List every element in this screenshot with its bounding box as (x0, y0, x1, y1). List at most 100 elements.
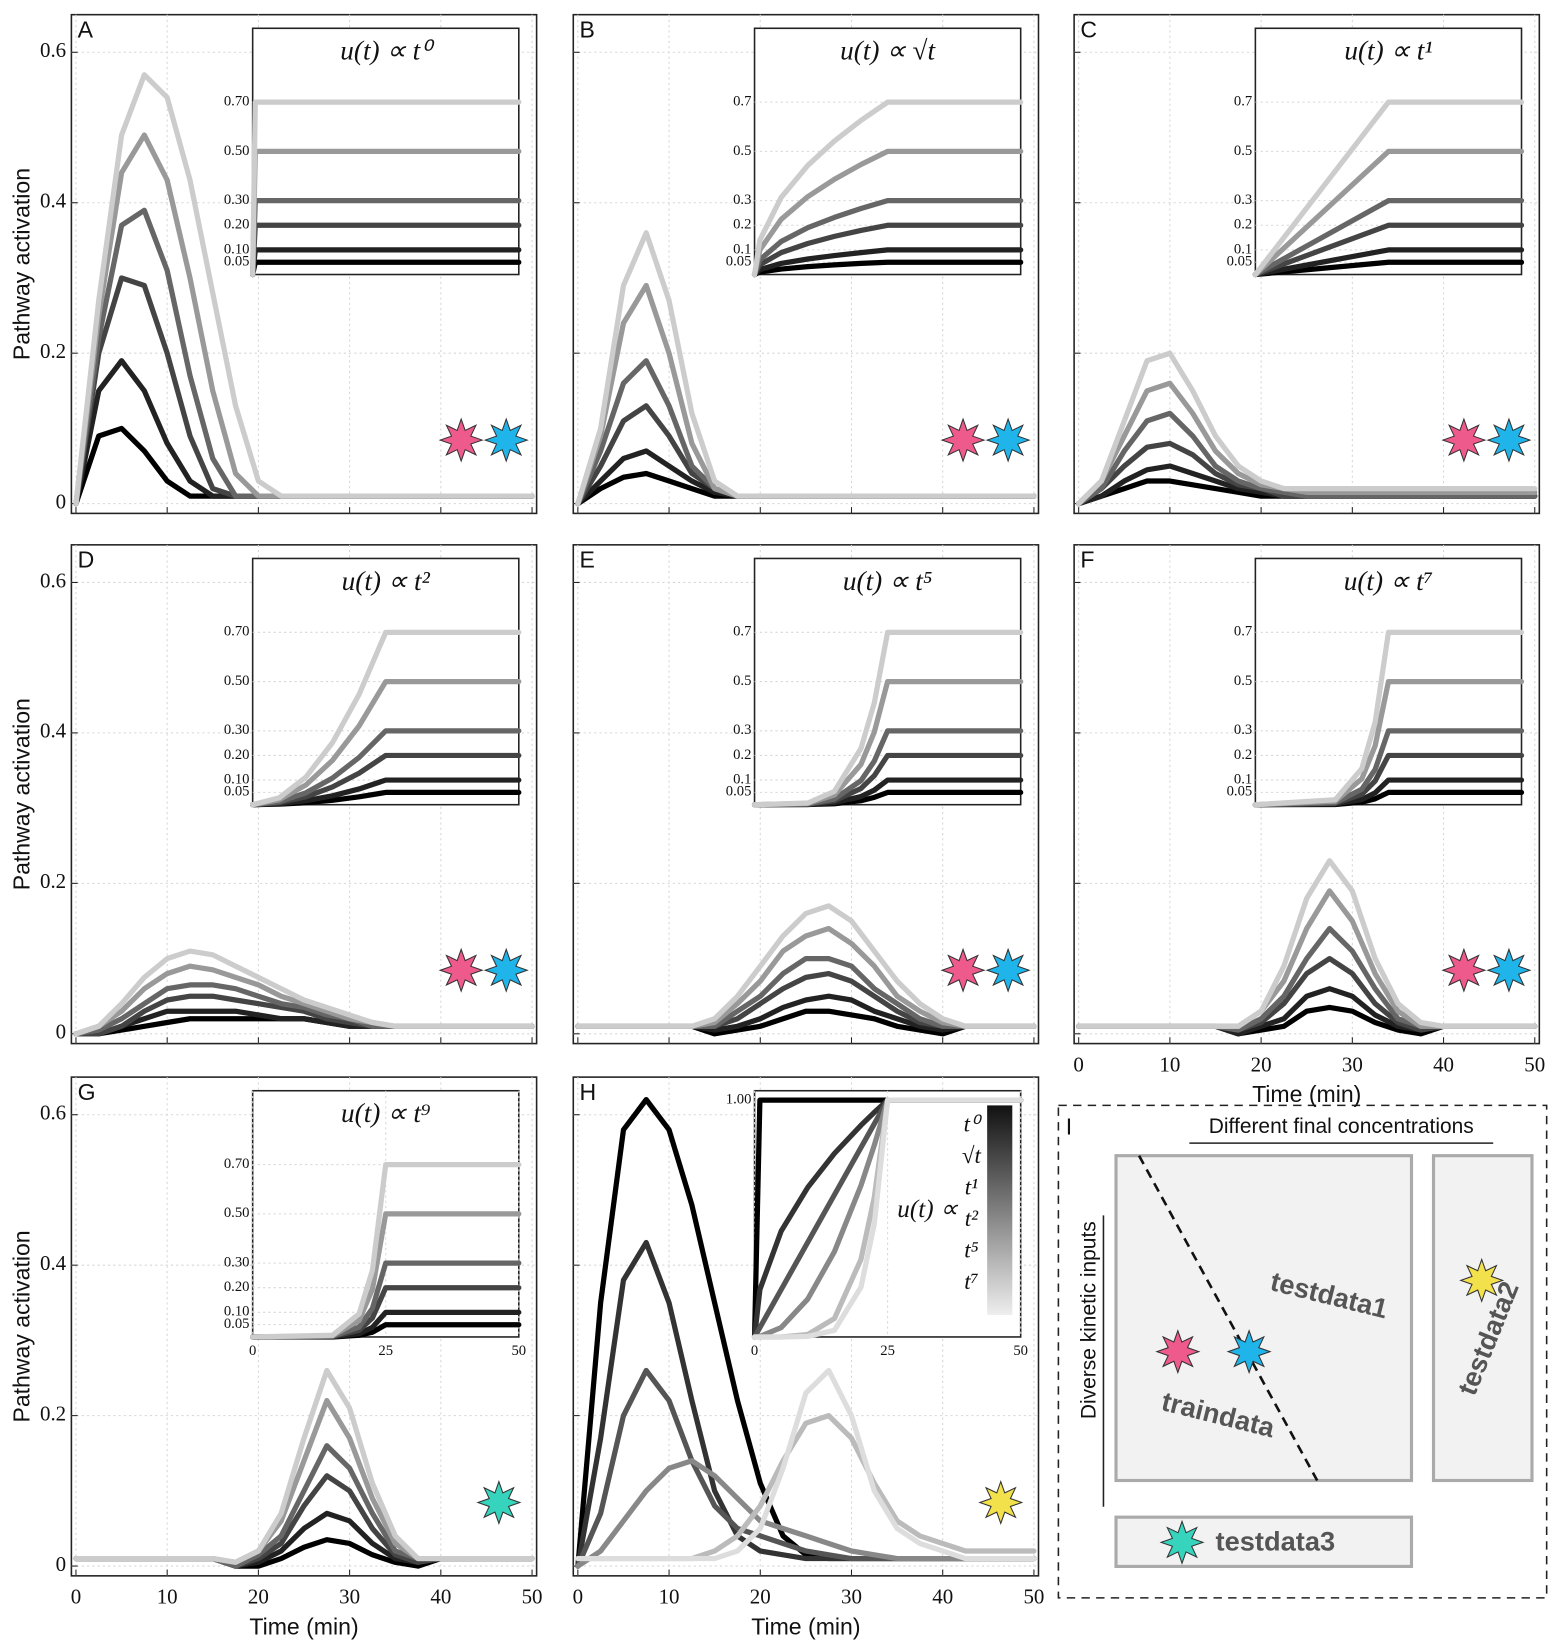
chart-panel: 0 10 20 30 40 50 H Time (min) 0 25 50 1.00 u(t) ∝ t⁰ √… (572, 1076, 1044, 1639)
star-icon (1441, 947, 1487, 993)
star-icon (985, 417, 1031, 463)
y-tick-label: 0.3 (733, 192, 751, 208)
y-tick-label: 0.20 (224, 217, 250, 233)
y-tick-label: 0.6 (40, 38, 66, 62)
data-line (751, 1097, 1024, 1340)
panel-label: D (78, 547, 95, 573)
data-line (575, 1367, 1037, 1562)
y-tick-label: 1.00 (726, 1092, 752, 1108)
y-tick-label: 0.5 (1234, 673, 1252, 689)
data-line (250, 629, 522, 808)
inset-title: u(t) ∝ t⁰ (340, 36, 435, 66)
y-tick-label: 0.70 (224, 624, 250, 640)
y-tick-label: 0.6 (40, 1101, 66, 1125)
y-tick-label: 0.1 (733, 241, 751, 257)
x-tick-label: 50 (522, 1585, 543, 1609)
y-tick-label: 0.70 (224, 1156, 250, 1172)
chart-panel: 0 10 20 30 40 50 0 0.2 0.4 0.6 G Pathway activation… (8, 1076, 543, 1639)
y-tick-label: 0.5 (733, 143, 751, 159)
y-tick-label: 0 (56, 1552, 66, 1576)
data-line (1076, 858, 1538, 1029)
y-tick-label: 0.2 (40, 1401, 66, 1425)
data-line (751, 629, 1024, 808)
chart-panel: 0 10 20 30 40 50 F Time (min) 0.050.1 0.2 0.3 0.5 0.… (1073, 544, 1545, 1107)
x-tick-label: 10 (1159, 1052, 1180, 1076)
x-tick-label: 25 (880, 1343, 895, 1359)
data-line (250, 1161, 522, 1340)
chart-panel: 0 0.2 0.4 0.6 D Pathway activation 0.050.10 0.2… (8, 544, 538, 1045)
x-tick-label: 50 (1023, 1585, 1044, 1609)
star-icon (1459, 1257, 1505, 1303)
chart-panel: 0 0.2 0.4 0.6 A Pathway activation 0.050.10 0.2… (8, 13, 538, 515)
y-tick-label: 0.3 (1234, 722, 1252, 738)
y-tick-label: 0.30 (224, 722, 250, 738)
inset-title: u(t) ∝ t⁷ (1344, 566, 1433, 596)
star-icon (940, 947, 986, 993)
y-tick-label: 0.10 (224, 241, 250, 257)
top-label: Different final concentrations (1209, 1115, 1474, 1138)
data-line (1252, 222, 1525, 278)
y-tick-label: 0.1 (733, 771, 751, 787)
colorbar-label: t⁵ (964, 1236, 978, 1262)
x-tick-label: 0 (249, 1343, 256, 1359)
star-icon (1441, 417, 1487, 463)
y-tick-label: 0.05 (224, 254, 250, 270)
region-label: testdata3 (1216, 1526, 1336, 1557)
y-tick-label: 0.2 (40, 339, 66, 363)
chart-panel: E 0.050.1 0.2 0.3 0.5 0.7 u(t) ∝ t⁵ (572, 544, 1040, 1045)
data-line (1252, 148, 1525, 278)
y-tick-label: 0.20 (224, 1279, 250, 1295)
region-box (1114, 1154, 1414, 1483)
y-tick-label: 0.05 (1227, 254, 1253, 270)
y-tick-label: 0.7 (733, 624, 751, 640)
y-axis-label: Pathway activation (8, 698, 34, 890)
star-icon (1486, 947, 1532, 993)
y-tick-label: 0.05 (726, 254, 752, 270)
x-tick-label: 50 (1524, 1052, 1545, 1076)
inset-title: u(t) ∝ t¹ (1344, 36, 1432, 66)
data-line (575, 903, 1037, 1029)
x-tick-label: 10 (659, 1585, 680, 1609)
panel-label: I (1066, 1114, 1072, 1140)
x-tick-label: 25 (378, 1343, 393, 1359)
colorbar-label: t⁷ (964, 1268, 978, 1294)
data-line (73, 948, 535, 1037)
x-axis-label: Time (min) (751, 1613, 860, 1639)
x-tick-label: 40 (430, 1585, 451, 1609)
y-tick-label: 0.7 (733, 94, 751, 110)
y-tick-label: 0.1 (1234, 241, 1252, 257)
y-tick-label: 0.7 (1234, 624, 1252, 640)
y-tick-label: 0.10 (224, 1304, 250, 1320)
star-icon (985, 947, 1031, 993)
inset-title: u(t) ∝ t⁹ (341, 1098, 430, 1128)
data-line (1252, 259, 1525, 278)
x-tick-label: 30 (339, 1585, 360, 1609)
x-tick-label: 40 (1433, 1052, 1454, 1076)
star-icon (483, 947, 529, 993)
y-tick-label: 0.4 (40, 189, 67, 213)
data-line (751, 99, 1024, 278)
y-tick-label: 0 (56, 1020, 66, 1044)
panel-label: H (580, 1079, 597, 1105)
data-line (751, 148, 1024, 278)
y-tick-label: 0.05 (224, 1316, 250, 1332)
x-tick-label: 20 (750, 1585, 771, 1609)
x-tick-label: 0 (71, 1585, 81, 1609)
y-tick-label: 0.05 (224, 784, 250, 800)
data-line (1252, 629, 1525, 808)
panel-frame (1057, 1104, 1548, 1599)
x-tick-label: 0 (1073, 1052, 1083, 1076)
x-tick-label: 0 (573, 1585, 583, 1609)
data-line (1076, 410, 1538, 507)
y-tick-label: 0.3 (733, 722, 751, 738)
colorbar-label: t⁰ (964, 1111, 983, 1137)
x-tick-label: 0 (751, 1343, 758, 1359)
star-icon (1159, 1519, 1205, 1565)
y-tick-label: 0.1 (1234, 771, 1252, 787)
colorbar (987, 1105, 1013, 1315)
x-tick-label: 10 (157, 1585, 178, 1609)
y-tick-label: 0.05 (726, 784, 752, 800)
panel-label: G (78, 1079, 96, 1105)
